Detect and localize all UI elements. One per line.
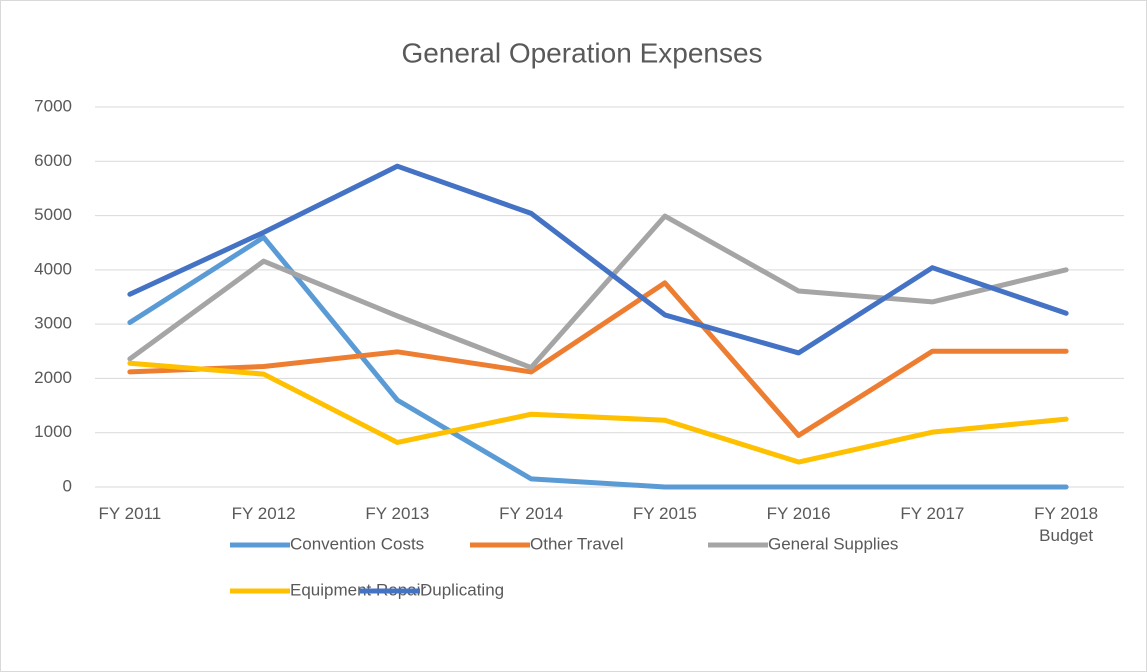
x-tick-label-box: FY 2012 bbox=[231, 504, 296, 523]
x-tick-label: FY 2018 Budget bbox=[1034, 504, 1099, 545]
series-line bbox=[127, 360, 1069, 465]
y-tick-label: 2000 bbox=[34, 368, 72, 387]
legend-label: General Supplies bbox=[768, 534, 898, 553]
chart-title: General Operation Expenses bbox=[401, 37, 762, 68]
y-tick-label: 7000 bbox=[34, 96, 72, 115]
y-tick-label: 3000 bbox=[34, 314, 72, 333]
x-tick-label: FY 2013 bbox=[365, 504, 430, 523]
x-tick-label: FY 2017 bbox=[900, 504, 965, 523]
x-tick-label: FY 2012 bbox=[231, 504, 296, 523]
x-tick-label: FY 2011 bbox=[98, 504, 162, 523]
x-tick-label-box: FY 2017 bbox=[900, 504, 965, 523]
y-tick-label: 4000 bbox=[34, 259, 72, 278]
series-line bbox=[127, 213, 1069, 371]
legend-label: Equipment Repair bbox=[290, 580, 426, 599]
y-tick-label: 1000 bbox=[34, 422, 72, 441]
x-tick-label: FY 2014 bbox=[499, 504, 564, 523]
x-tick-label-box: FY 2014 bbox=[499, 504, 564, 523]
series-line bbox=[127, 163, 1069, 356]
legend-label: Other Travel bbox=[530, 534, 624, 553]
x-tick-label-box: FY 2013 bbox=[365, 504, 430, 523]
x-tick-label: FY 2015 bbox=[632, 504, 697, 523]
y-tick-label: 0 bbox=[63, 476, 72, 495]
y-tick-label: 5000 bbox=[34, 205, 72, 224]
legend-label: Convention Costs bbox=[290, 534, 424, 553]
x-tick-label-box: FY 2015 bbox=[632, 504, 697, 523]
legend-label: Duplicating bbox=[420, 580, 504, 599]
x-tick-label-box: FY 2018 Budget bbox=[1034, 504, 1099, 545]
x-tick-label-box: FY 2011 bbox=[98, 504, 162, 523]
y-tick-label: 6000 bbox=[34, 151, 72, 170]
series-line bbox=[127, 280, 1069, 438]
series-line bbox=[127, 234, 1069, 490]
x-tick-label: FY 2016 bbox=[766, 504, 831, 523]
x-tick-label-box: FY 2016 bbox=[766, 504, 831, 523]
